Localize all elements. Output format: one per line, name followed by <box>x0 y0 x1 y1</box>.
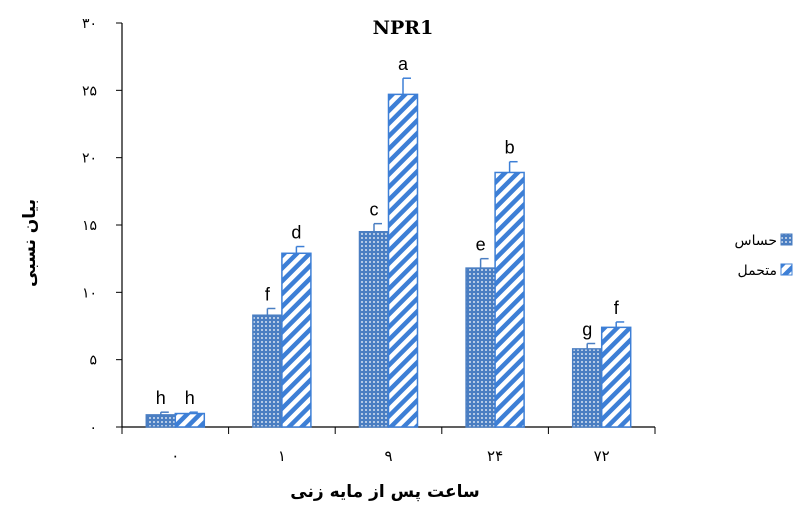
y-tick-label: ۵ <box>89 353 97 369</box>
x-tick-label: ۱ <box>278 447 286 465</box>
bar-sensitive <box>571 348 603 428</box>
legend-swatch-tolerant <box>780 263 793 276</box>
chart-title: NPR1 <box>373 17 434 39</box>
significance-label: c <box>370 200 379 220</box>
bar-tolerant <box>494 171 525 428</box>
y-tick-label: ۱۵ <box>82 218 97 234</box>
bar-sensitive <box>252 314 283 428</box>
significance-label: d <box>291 223 301 243</box>
y-axis-label: بیان نسبی <box>20 199 40 287</box>
x-tick-label: ۲۴ <box>487 447 503 465</box>
legend: حساس متحمل <box>735 233 793 279</box>
legend-label-tolerant: متحمل <box>738 263 777 279</box>
bar-tolerant <box>281 252 312 428</box>
significance-label: b <box>505 138 515 158</box>
significance-label: h <box>185 388 195 408</box>
y-tick-label: ۲۵ <box>82 83 97 99</box>
legend-swatch-sensitive <box>780 233 793 246</box>
significance-label: h <box>156 388 166 408</box>
bar-tolerant <box>174 412 206 428</box>
legend-label-sensitive: حساس <box>735 233 778 249</box>
x-tick-label: ۹ <box>384 447 392 465</box>
bar-tolerant <box>600 326 632 428</box>
y-tick-label: ۰ <box>89 420 97 436</box>
significance-label: g <box>582 320 592 340</box>
bar-sensitive <box>145 414 177 428</box>
bar-tolerant <box>387 93 419 428</box>
significance-label: f <box>614 298 620 318</box>
x-axis-label: ساعت پس از مایه زنی <box>290 482 479 502</box>
y-tick-label: ۳۰ <box>82 16 97 32</box>
y-tick-label: ۲۰ <box>82 151 97 167</box>
x-tick-label: ۷۲ <box>594 447 610 465</box>
bar-sensitive <box>358 230 390 428</box>
significance-label: e <box>476 235 486 255</box>
significance-label: f <box>265 284 271 304</box>
plot-area: ۰ ۵ ۱۰ ۱۵ ۲۰ ۲۵ ۳۰ ۰ ۱ ۹ ۲۴ ۷۲ h f c e g h d a b f <box>82 16 656 465</box>
x-tick-label: ۰ <box>171 447 179 465</box>
bar-sensitive <box>465 267 496 428</box>
significance-label: a <box>398 54 409 74</box>
y-tick-label: ۱۰ <box>82 285 97 301</box>
